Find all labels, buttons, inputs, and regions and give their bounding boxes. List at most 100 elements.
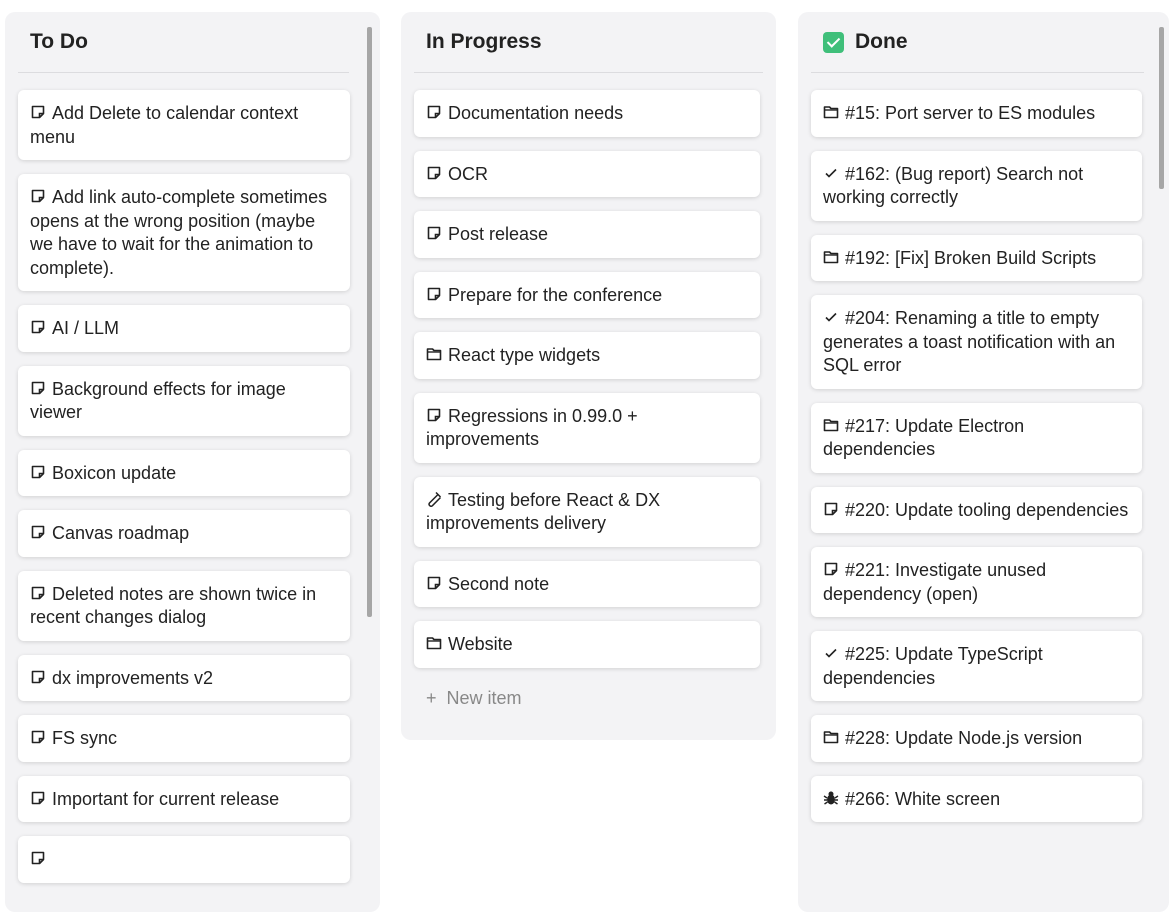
card-title: #221: Investigate unused dependency (ope…: [823, 560, 1047, 604]
column-title: Done: [811, 12, 1144, 73]
card[interactable]: #220: Update tooling dependencies: [811, 486, 1142, 533]
card[interactable]: Canvas roadmap: [18, 510, 350, 557]
note-icon: [30, 524, 46, 540]
note-icon: [30, 850, 46, 866]
card[interactable]: OCR: [414, 150, 760, 197]
card-title: Documentation needs: [448, 103, 624, 123]
card-title: Boxicon update: [52, 462, 177, 483]
card[interactable]: Boxicon update: [18, 449, 350, 496]
card-title: Add link auto-complete sometimes opens a…: [30, 187, 328, 278]
folder-icon: [823, 729, 839, 745]
note-icon: [823, 501, 839, 517]
column-done: Done #15: Port server to ES modules #162:…: [798, 12, 1169, 912]
card-title: #15: Port server to ES modules: [845, 103, 1096, 123]
note-icon: [426, 165, 442, 181]
column-title-text: Done: [855, 30, 908, 53]
card-list: Add Delete to calendar context menu Add l…: [18, 90, 367, 883]
card[interactable]: Add link auto-complete sometimes opens a…: [18, 174, 350, 291]
bug-icon: [823, 790, 839, 806]
card-title: #266: White screen: [845, 788, 1001, 809]
card-title: React type widgets: [448, 345, 601, 365]
card-title: #217: Update Electron dependencies: [823, 415, 1025, 460]
card[interactable]: [18, 836, 350, 883]
note-icon: [30, 464, 46, 480]
folder-icon: [823, 249, 839, 265]
card[interactable]: #204: Renaming a title to empty generate…: [811, 295, 1142, 389]
note-icon: [30, 319, 46, 335]
card-title: #204: Renaming a title to empty generate…: [823, 308, 1116, 375]
card[interactable]: Regressions in 0.99.0 + improvements: [414, 392, 760, 463]
note-icon: [426, 286, 442, 302]
card[interactable]: Background effects for image viewer: [18, 365, 350, 436]
note-icon: [30, 669, 46, 685]
scrollbar-todo[interactable]: [367, 27, 372, 617]
note-icon: [426, 104, 442, 120]
card-title: Background effects for image viewer: [30, 378, 286, 423]
note-icon: [30, 790, 46, 806]
card[interactable]: Website: [414, 621, 760, 668]
card-title: #162: (Bug report) Search not working co…: [823, 163, 1084, 208]
note-icon: [30, 104, 46, 120]
card[interactable]: #192: [Fix] Broken Build Scripts: [811, 234, 1142, 281]
card-title: Website: [448, 634, 513, 654]
card-title: #220: Update tooling dependencies: [845, 499, 1129, 520]
check-icon: [823, 645, 839, 661]
new-item-button[interactable]: + New item: [414, 682, 763, 715]
card-title: Post release: [448, 224, 549, 244]
folder-icon: [823, 104, 839, 120]
note-icon: [30, 585, 46, 601]
card-title: AI / LLM: [52, 318, 120, 338]
card-list: Documentation needs OCR Post release Prepar…: [414, 90, 763, 668]
card[interactable]: FS sync: [18, 715, 350, 762]
scrollbar-done[interactable]: [1159, 27, 1164, 189]
card[interactable]: Prepare for the conference: [414, 271, 760, 318]
column-todo: To Do Add Delete to calendar context men…: [5, 12, 380, 912]
note-icon: [426, 407, 442, 423]
folder-icon: [426, 635, 442, 651]
note-icon: [30, 729, 46, 745]
check-icon: [823, 165, 839, 181]
card[interactable]: #217: Update Electron dependencies: [811, 402, 1142, 473]
check-box-icon: [823, 31, 844, 53]
card-title: OCR: [448, 163, 488, 184]
card[interactable]: Documentation needs: [414, 90, 760, 137]
card[interactable]: #15: Port server to ES modules: [811, 90, 1142, 137]
column-title: In Progress: [414, 12, 763, 73]
column-in-progress: In Progress Documentation needs OCR Post r…: [401, 12, 776, 740]
card[interactable]: Deleted notes are shown twice in recent …: [18, 570, 350, 641]
card[interactable]: AI / LLM: [18, 305, 350, 352]
card[interactable]: #225: Update TypeScript dependencies: [811, 631, 1142, 701]
card-list: #15: Port server to ES modules #162: (Bug…: [811, 90, 1156, 822]
card[interactable]: #221: Investigate unused dependency (ope…: [811, 547, 1142, 617]
card-title: dx improvements v2: [52, 667, 214, 688]
card-title: #228: Update Node.js version: [845, 728, 1083, 748]
card-title: Testing before React & DX improvements d…: [426, 489, 661, 534]
card[interactable]: #162: (Bug report) Search not working co…: [811, 150, 1142, 221]
column-title: To Do: [18, 12, 349, 73]
card[interactable]: #266: White screen: [811, 775, 1142, 822]
card-title: Second note: [448, 573, 550, 594]
check-icon: [823, 309, 839, 325]
card[interactable]: Post release: [414, 211, 760, 258]
column-title-text: In Progress: [426, 30, 542, 53]
card-title: #192: [Fix] Broken Build Scripts: [845, 247, 1097, 268]
card[interactable]: Add Delete to calendar context menu: [18, 90, 350, 160]
plus-icon: +: [426, 687, 437, 708]
card-title: Important for current release: [52, 788, 280, 809]
card[interactable]: Second note: [414, 560, 760, 607]
note-icon: [30, 188, 46, 204]
card[interactable]: #228: Update Node.js version: [811, 715, 1142, 762]
note-icon: [426, 575, 442, 591]
note-icon: [426, 225, 442, 241]
card-title: #225: Update TypeScript dependencies: [823, 644, 1043, 688]
folder-icon: [426, 346, 442, 362]
card-title: Add Delete to calendar context menu: [30, 103, 299, 147]
card[interactable]: dx improvements v2: [18, 654, 350, 701]
card[interactable]: Important for current release: [18, 775, 350, 822]
card[interactable]: Testing before React & DX improvements d…: [414, 476, 760, 547]
card[interactable]: React type widgets: [414, 332, 760, 379]
card-title: FS sync: [52, 728, 118, 748]
card-title: Prepare for the conference: [448, 284, 663, 305]
note-icon: [823, 561, 839, 577]
note-icon: [30, 380, 46, 396]
